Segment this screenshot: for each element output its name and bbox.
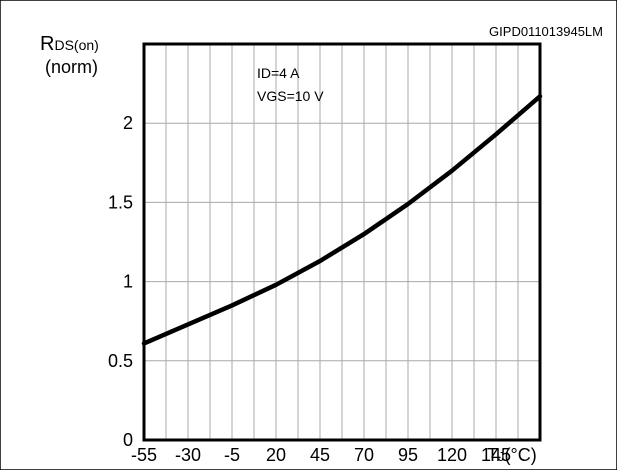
x-tick-label: -30 [175,445,201,465]
y-tick-label: 1.5 [108,192,133,212]
x-tick-label: 145 [481,445,511,465]
plot-area-border [142,42,542,442]
annotation-id: ID=4 A [257,65,300,81]
y-tick-label: 1 [123,272,133,292]
x-tick-label: 20 [266,445,286,465]
rds-on-curve [141,94,543,346]
y-tick-label: 2 [123,113,133,133]
x-tick-label: 45 [310,445,330,465]
figure-code-label: GIPD011013945LM [489,24,603,39]
x-tick-labels: -55 -30 -5 20 45 70 95 120 145 [131,445,511,465]
x-tick-label: 70 [354,445,374,465]
annotation-vgs: VGS=10 V [257,88,324,104]
y-tick-labels: 0 0.5 1 1.5 2 [108,113,133,450]
x-tick-label: 120 [437,445,467,465]
y-axis-unit: (norm) [45,57,98,77]
grid [144,44,540,440]
y-tick-label: 0.5 [108,351,133,371]
x-tick-label: 95 [398,445,418,465]
x-axis-label: TJ(°C) [487,445,537,465]
y-axis-label: RDS(on) [40,33,99,55]
x-tick-label: -55 [131,445,157,465]
y-tick-label: 0 [123,430,133,450]
x-tick-label: -5 [224,445,240,465]
